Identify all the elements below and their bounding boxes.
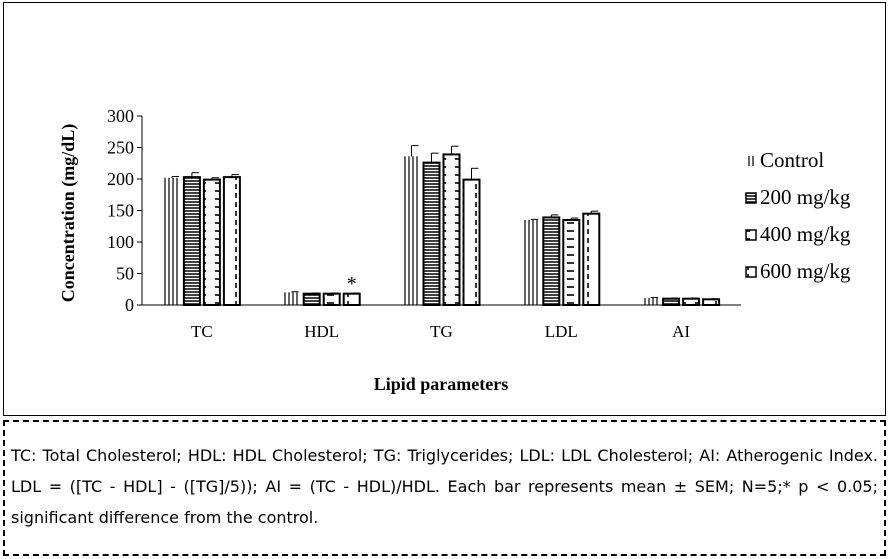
legend-label: Control <box>760 148 824 172</box>
bar-LDL-1 <box>542 216 561 306</box>
legend-swatch <box>745 229 757 241</box>
y-tick-label: 200 <box>107 169 134 189</box>
bar-HDL-0 <box>283 292 300 305</box>
legend-label: 400 mg/kg <box>760 222 851 246</box>
legend-swatch <box>745 266 757 278</box>
y-tick-label: 100 <box>107 232 134 252</box>
bar-HDL-1 <box>302 292 321 307</box>
x-tick-label: HDL <box>304 322 339 341</box>
y-tick-label: 250 <box>107 138 134 158</box>
x-tick-label: LDL <box>545 322 578 341</box>
bar-TC-3 <box>222 176 241 306</box>
y-tick-label: 150 <box>107 201 134 221</box>
figure-caption: TC: Total Cholesterol; HDL: HDL Choleste… <box>3 420 886 556</box>
bar-AI-0 <box>643 298 660 305</box>
x-tick-label: AI <box>672 322 690 341</box>
bar-AI-2 <box>682 297 701 307</box>
bar-AI-1 <box>662 297 681 307</box>
bar-HDL-2 <box>322 292 341 307</box>
bar-TC-1 <box>182 176 201 306</box>
bar-TC-2 <box>202 178 221 307</box>
x-axis-label: Lipid parameters <box>374 374 509 394</box>
chart-panel: 0 50 100 150 200 250 300 TC HDL * TG LDL AI Concent… <box>3 2 886 416</box>
bar-TG-2 <box>442 153 461 306</box>
bar-TC-0 <box>163 177 180 305</box>
x-tick-label: TG <box>430 322 453 341</box>
bar-TG-1 <box>422 161 441 306</box>
bar-TG-0 <box>403 156 420 305</box>
legend-swatch <box>745 192 757 204</box>
bar-LDL-2 <box>562 218 581 306</box>
significance-marker: * <box>347 273 357 295</box>
bar-TG-3 <box>462 178 481 307</box>
y-axis-label: Concentration (mg/dL) <box>58 124 79 303</box>
bar-LDL-0 <box>523 219 540 305</box>
bar-LDL-3 <box>582 212 601 306</box>
bar-HDL-3 <box>342 292 361 307</box>
legend-swatch <box>746 156 756 166</box>
legend-label: 200 mg/kg <box>760 185 851 209</box>
y-tick-label: 0 <box>125 295 134 315</box>
bar-chart: 0 50 100 150 200 250 300 TC HDL * TG LDL AI Concent… <box>58 106 851 394</box>
x-tick-label: TC <box>191 322 213 341</box>
bar-AI-3 <box>702 298 721 306</box>
legend-label: 600 mg/kg <box>760 259 851 283</box>
y-tick-label: 300 <box>107 106 134 126</box>
y-tick-label: 50 <box>116 264 134 284</box>
